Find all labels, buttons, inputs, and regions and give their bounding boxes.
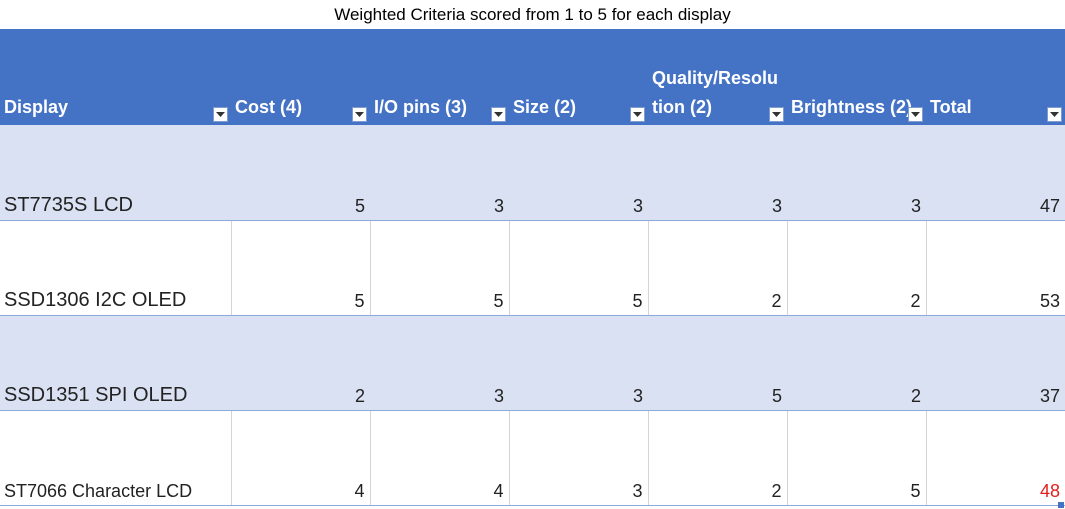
chevron-down-icon (911, 111, 920, 117)
column-header-label: I/O pins (3) (374, 97, 468, 117)
column-header-label: Display (4, 97, 69, 117)
cell-io-pins[interactable]: 5 (370, 220, 510, 316)
column-header-label: Total (930, 97, 972, 117)
cell-total[interactable]: 53 (926, 220, 1065, 316)
cell-brightness[interactable]: 5 (787, 410, 927, 506)
cell-quality[interactable]: 2 (648, 220, 788, 316)
chevron-down-icon (1050, 111, 1059, 117)
chevron-down-icon (494, 111, 503, 117)
filter-dropdown-button[interactable] (491, 107, 506, 122)
cell-brightness[interactable]: 2 (787, 315, 926, 411)
cell-io-pins[interactable]: 3 (370, 315, 509, 411)
table-row: ST7735S LCD 5 3 3 3 3 47 (0, 125, 1065, 221)
cell-cost[interactable]: 4 (231, 410, 371, 506)
cell-quality[interactable]: 3 (648, 125, 787, 221)
cell-brightness[interactable]: 2 (787, 220, 927, 316)
table-resize-handle[interactable] (1058, 502, 1064, 508)
cell-cost[interactable]: 5 (231, 125, 370, 221)
table-row: ST7066 Character LCD 4 4 3 2 5 48 (0, 410, 1065, 506)
column-header-label: Brightness (2) (791, 97, 913, 117)
chevron-down-icon (355, 111, 364, 117)
filter-dropdown-button[interactable] (1047, 107, 1062, 122)
cell-brightness[interactable]: 3 (787, 125, 926, 221)
cell-total[interactable]: 47 (926, 125, 1065, 221)
column-header-display: Display (0, 29, 231, 125)
cell-quality[interactable]: 5 (648, 315, 787, 411)
criteria-table: Display Cost (4) I/O pins (3) Size (2) (0, 29, 1065, 506)
cell-total[interactable]: 37 (926, 315, 1065, 411)
filter-dropdown-button[interactable] (769, 107, 784, 122)
cell-total[interactable]: 48 (926, 410, 1065, 506)
cell-display[interactable]: ST7066 Character LCD (0, 410, 232, 506)
table-row: SSD1351 SPI OLED 2 3 3 5 2 37 (0, 315, 1065, 411)
table-row: SSD1306 I2C OLED 5 5 5 2 2 53 (0, 220, 1065, 316)
filter-dropdown-button[interactable] (213, 107, 228, 122)
cell-display[interactable]: ST7735S LCD (0, 125, 231, 221)
column-header-label: Cost (4) (235, 97, 302, 117)
filter-dropdown-button[interactable] (908, 107, 923, 122)
column-header-label: Quality/Resolu tion (2) (652, 68, 779, 117)
table-title: Weighted Criteria scored from 1 to 5 for… (334, 5, 731, 24)
chevron-down-icon (772, 111, 781, 117)
chevron-down-icon (216, 111, 225, 117)
cell-size[interactable]: 3 (509, 410, 649, 506)
filter-dropdown-button[interactable] (352, 107, 367, 122)
cell-cost[interactable]: 5 (231, 220, 371, 316)
cell-display[interactable]: SSD1351 SPI OLED (0, 315, 231, 411)
header-row: Display Cost (4) I/O pins (3) Size (2) (0, 29, 1065, 125)
chevron-down-icon (633, 111, 642, 117)
column-header-size: Size (2) (509, 29, 648, 125)
cell-io-pins[interactable]: 3 (370, 125, 509, 221)
column-header-cost: Cost (4) (231, 29, 370, 125)
filter-dropdown-button[interactable] (630, 107, 645, 122)
cell-size[interactable]: 3 (509, 125, 648, 221)
column-header-total: Total (926, 29, 1065, 125)
column-header-label: Size (2) (513, 97, 577, 117)
column-header-brightness: Brightness (2) (787, 29, 926, 125)
cell-size[interactable]: 3 (509, 315, 648, 411)
cell-display[interactable]: SSD1306 I2C OLED (0, 220, 232, 316)
cell-quality[interactable]: 2 (648, 410, 788, 506)
column-header-io-pins: I/O pins (3) (370, 29, 509, 125)
cell-size[interactable]: 5 (509, 220, 649, 316)
column-header-quality: Quality/Resolu tion (2) (648, 29, 787, 125)
cell-cost[interactable]: 2 (231, 315, 370, 411)
cell-io-pins[interactable]: 4 (370, 410, 510, 506)
